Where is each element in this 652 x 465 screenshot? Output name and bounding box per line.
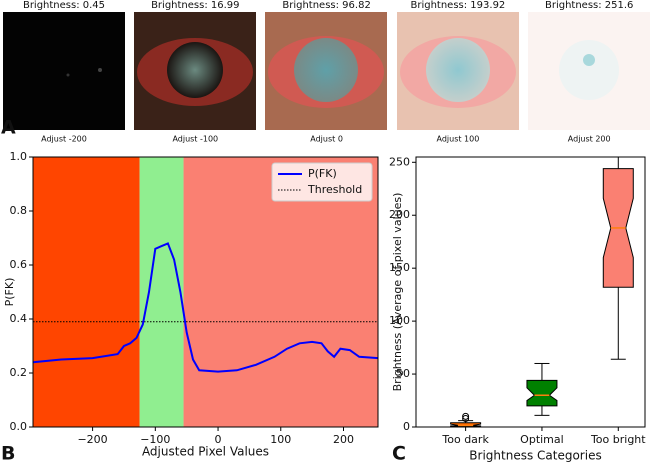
outlier	[462, 415, 470, 423]
y-tick-label: 0.6	[10, 258, 28, 271]
x-tick-label: Too dark	[441, 433, 489, 446]
region	[33, 157, 140, 427]
image-detail	[294, 38, 358, 102]
image-brightness-label: Brightness: 251.6	[545, 0, 633, 11]
y-tick-label: 100	[389, 314, 410, 327]
eye-images	[3, 12, 650, 130]
legend-label: Threshold	[307, 183, 362, 196]
x-tick-label: 200	[333, 433, 354, 446]
y-tick-label: 0.8	[10, 204, 28, 217]
image-detail	[167, 42, 223, 98]
image-brightness-label: Brightness: 193.92	[410, 0, 505, 11]
panel-letter: B	[1, 443, 15, 465]
region	[139, 157, 184, 427]
image-detail	[426, 38, 490, 102]
image-brightness-label: Brightness: 0.45	[23, 0, 105, 11]
outlier	[462, 412, 470, 420]
y-tick-label: 250	[389, 155, 410, 168]
x-axis-label: Adjusted Pixel Values	[142, 445, 269, 459]
image-adjust-label: Adjust 200	[568, 135, 611, 144]
image-adjust-label: Adjust -200	[41, 135, 87, 144]
image-brightness-label: Brightness: 16.99	[151, 0, 239, 11]
region	[183, 157, 378, 427]
y-tick-label: 0.4	[10, 312, 28, 325]
box	[526, 379, 558, 407]
panel-letter: A	[1, 117, 16, 139]
legend-box	[271, 162, 373, 202]
line-series	[32, 242, 379, 373]
x-tick-label: Optimal	[520, 433, 564, 446]
image-adjust-label: Adjust 100	[436, 135, 479, 144]
x-tick-label: Too bright	[590, 433, 646, 446]
y-tick-label: 50	[396, 367, 410, 380]
legend-label: P(FK)	[308, 167, 337, 180]
image-dark	[3, 12, 125, 130]
image-adjust-label: Adjust -100	[172, 135, 218, 144]
x-tick-label: −100	[140, 433, 170, 446]
y-tick-label: 0.2	[10, 366, 28, 379]
image-detail	[98, 68, 102, 72]
axes-frame	[32, 156, 379, 428]
y-tick-label: 0	[403, 420, 410, 433]
panel-letter: C	[392, 443, 406, 465]
y-tick-label: 1.0	[10, 150, 28, 163]
y-axis-label: P(FK)	[3, 278, 16, 307]
x-axis-label: Brightness Categories	[469, 449, 601, 463]
x-tick-label: −200	[77, 433, 107, 446]
image-detail	[66, 73, 70, 77]
image-adjust-label: Adjust 0	[310, 135, 343, 144]
image-brightness-label: Brightness: 96.82	[282, 0, 370, 11]
image-detail	[583, 54, 595, 66]
x-tick-label: 100	[270, 433, 291, 446]
y-axis-label: Brightness (Average of pixel values)	[391, 193, 404, 392]
y-tick-label: 150	[389, 261, 410, 274]
x-tick-label: 0	[215, 433, 222, 446]
y-tick-label: 200	[389, 208, 410, 221]
y-tick-label: 0.0	[10, 420, 28, 433]
axes-frame	[415, 156, 646, 428]
image-detail	[559, 40, 619, 100]
